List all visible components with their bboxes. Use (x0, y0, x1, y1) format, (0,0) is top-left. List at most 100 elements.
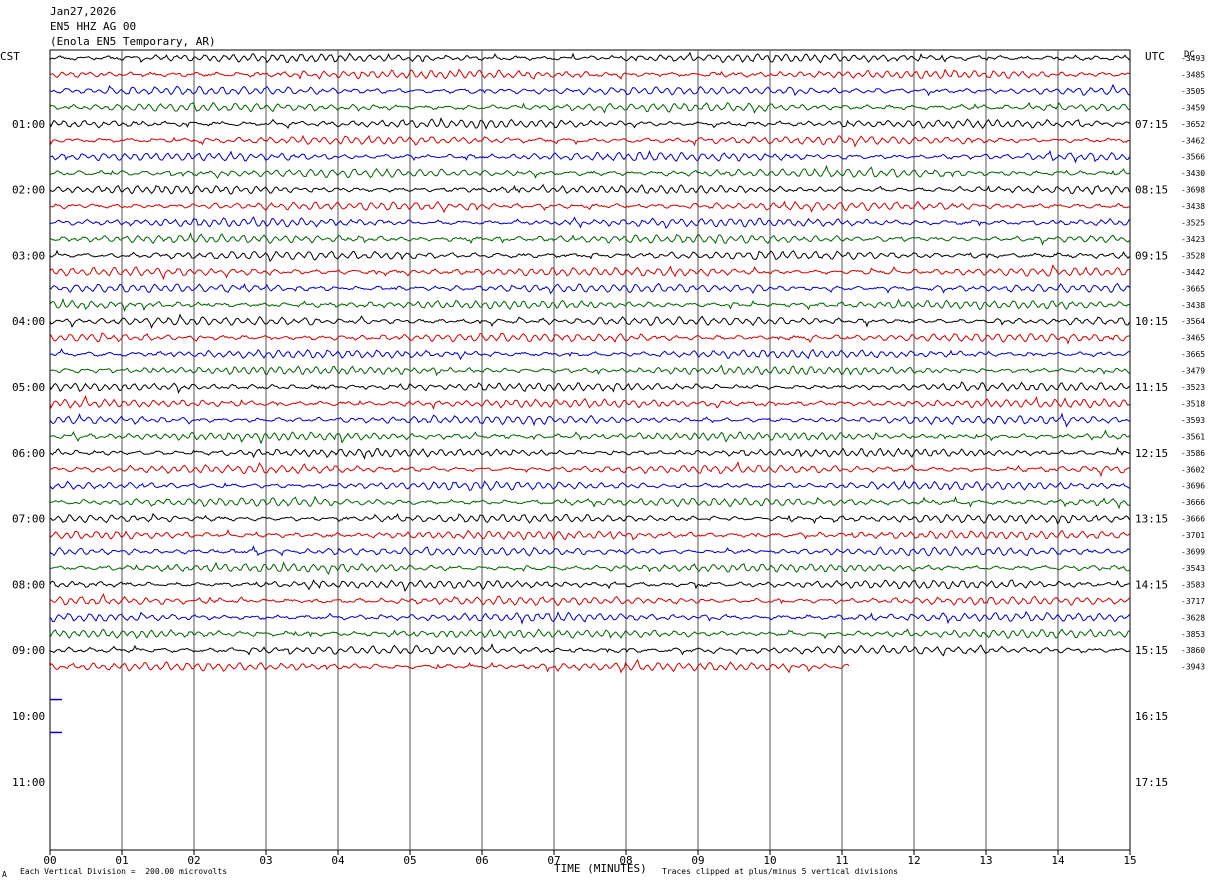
trace-row (49, 628, 1130, 640)
row-offset-label: -3485 (1181, 70, 1205, 79)
row-offset-label: -3586 (1181, 449, 1205, 458)
trace-row (49, 348, 1130, 361)
left-hour-label: 01:00 (12, 118, 45, 131)
trace-row (49, 68, 1130, 80)
row-offset-label: -3666 (1181, 515, 1205, 524)
row-offset-label: -3717 (1181, 597, 1205, 606)
row-offset-label: -3652 (1181, 120, 1205, 129)
right-hour-label: 14:15 (1135, 578, 1168, 591)
right-hour-label: 09:15 (1135, 249, 1168, 262)
trace-row (49, 249, 1130, 262)
x-tick-label: 00 (43, 854, 56, 867)
right-hour-label: 11:15 (1135, 381, 1168, 394)
trace-row (49, 395, 1130, 410)
x-axis-title: TIME (MINUTES) (554, 862, 647, 875)
trace-row (49, 643, 1130, 657)
trace-row (49, 512, 1130, 525)
left-hour-label: 08:00 (12, 578, 45, 591)
row-offset-label: -3698 (1181, 186, 1205, 195)
trace-row (49, 592, 1130, 607)
trace-row (49, 545, 1130, 557)
trace-row (49, 460, 1130, 478)
x-tick-label: 14 (1051, 854, 1065, 867)
trace-row (49, 183, 1130, 196)
row-offset-label: -3438 (1181, 202, 1205, 211)
trace-row (49, 561, 1130, 576)
trace-row (49, 232, 1130, 246)
row-offset-label: -3528 (1181, 251, 1205, 260)
row-offset-label: -3602 (1181, 465, 1205, 474)
x-tick-label: 02 (187, 854, 200, 867)
right-hour-label: 10:15 (1135, 315, 1168, 328)
right-hour-label: 17:15 (1135, 776, 1168, 789)
row-offset-label: -3860 (1181, 646, 1205, 655)
left-hour-label: 05:00 (12, 381, 45, 394)
footer-scale: Each Vertical Division = 200.00 microvol… (20, 867, 228, 876)
trace-row (49, 479, 1130, 492)
row-offset-label: -3430 (1181, 169, 1205, 178)
row-offset-label: -3665 (1181, 350, 1205, 359)
x-tick-label: 11 (835, 854, 848, 867)
trace-row (49, 495, 1130, 510)
trace-row (49, 83, 1130, 97)
plot-frame (49, 49, 1131, 851)
x-tick-label: 09 (691, 854, 704, 867)
x-tick-label: 04 (331, 854, 345, 867)
row-offset-label: -3465 (1181, 334, 1205, 343)
trace-row (49, 381, 1130, 395)
row-offset-label: -3699 (1181, 548, 1205, 557)
row-offset-label: -3628 (1181, 613, 1205, 622)
left-hour-label: 06:00 (12, 447, 45, 460)
trace-row (49, 101, 1130, 114)
right-hour-label: 13:15 (1135, 513, 1168, 526)
header-date: Jan27,2026 (50, 5, 117, 18)
header-channel: EN5 HHZ AG 00 (50, 20, 137, 33)
row-offset-label: -3423 (1181, 235, 1205, 244)
row-offset-label: -3438 (1181, 301, 1205, 310)
left-hour-label: 10:00 (12, 710, 45, 723)
corner-dc-label: DC (1184, 50, 1195, 60)
tz-right-label: UTC (1145, 50, 1165, 63)
trace-row (49, 364, 1130, 377)
trace-row (49, 116, 1130, 130)
x-tick-label: 01 (115, 854, 128, 867)
row-offset-label: -3701 (1181, 531, 1205, 540)
right-hour-label: 15:15 (1135, 644, 1168, 657)
trace-row (49, 579, 1130, 592)
row-offset-label: -3493 (1181, 54, 1205, 63)
trace-row (49, 297, 1130, 312)
trace-row (49, 200, 1130, 214)
row-offset-label: -3543 (1181, 564, 1205, 573)
trace-row (49, 610, 1130, 625)
trace-row (49, 447, 1130, 460)
trace-row (49, 164, 1130, 179)
footer-mark: A (2, 870, 7, 879)
left-hour-label: 03:00 (12, 249, 45, 262)
row-offset-label: -3518 (1181, 399, 1205, 408)
row-offset-label: -3442 (1181, 268, 1205, 277)
row-offset-label: -3566 (1181, 153, 1205, 162)
right-hour-label: 12:15 (1135, 447, 1168, 460)
row-offset-label: -3479 (1181, 367, 1205, 376)
right-hour-label: 07:15 (1135, 118, 1168, 131)
trace-row (49, 313, 1130, 329)
row-offset-label: -3665 (1181, 284, 1205, 293)
row-offset-label: -3696 (1181, 482, 1205, 491)
left-hour-label: 09:00 (12, 644, 45, 657)
tz-left-label: CST (0, 50, 20, 63)
right-hour-label: 16:15 (1135, 710, 1168, 723)
trace-row (49, 282, 1130, 295)
row-offset-label: -3561 (1181, 432, 1205, 441)
x-tick-label: 15 (1123, 854, 1136, 867)
x-tick-label: 12 (907, 854, 920, 867)
row-offset-label: -3853 (1181, 630, 1205, 639)
left-hour-label: 02:00 (12, 184, 45, 197)
x-tick-label: 06 (475, 854, 488, 867)
row-offset-label: -3593 (1181, 416, 1205, 425)
left-hour-label: 07:00 (12, 513, 45, 526)
trace-row (49, 51, 1130, 64)
trace-row (50, 149, 1130, 164)
row-offset-label: -3462 (1181, 136, 1205, 145)
footer-clip-note: Traces clipped at plus/minus 5 vertical … (662, 867, 899, 876)
